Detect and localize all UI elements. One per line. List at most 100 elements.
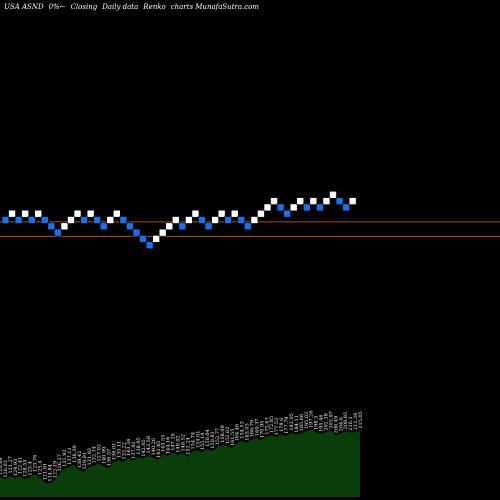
renko-brick bbox=[113, 209, 121, 218]
volume-label: 136.39 bbox=[72, 445, 78, 463]
volume-label: 122.19 bbox=[52, 461, 58, 479]
renko-brick bbox=[302, 203, 311, 212]
volume-label: 152.77 bbox=[215, 428, 221, 446]
volume-label: 128.55 bbox=[23, 459, 29, 477]
renko-brick bbox=[178, 222, 187, 231]
renko-brick bbox=[335, 197, 344, 205]
renko-brick bbox=[257, 209, 265, 218]
renko-brick bbox=[73, 209, 82, 218]
volume-label: 135.11 bbox=[116, 441, 122, 459]
renko-brick bbox=[250, 216, 259, 224]
renko-brick bbox=[60, 222, 69, 231]
renko-brick bbox=[1, 216, 10, 224]
renko-brick bbox=[191, 209, 200, 218]
volume-label: 136.01 bbox=[111, 443, 117, 461]
renko-brick bbox=[93, 216, 101, 224]
renko-brick bbox=[145, 241, 154, 249]
renko-brick bbox=[217, 209, 226, 218]
renko-brick bbox=[80, 216, 88, 224]
volume-label: 154.53 bbox=[240, 421, 246, 439]
renko-brick bbox=[54, 228, 62, 237]
renko-bricks bbox=[1, 191, 357, 249]
volume-label: 164.46 bbox=[235, 424, 241, 442]
volume-label: 138.42 bbox=[77, 451, 83, 469]
volume-label: 138.95 bbox=[136, 437, 142, 455]
volume-label: 150.04 bbox=[205, 429, 211, 447]
renko-brick bbox=[296, 197, 305, 205]
renko-brick bbox=[342, 203, 350, 212]
volume-label: 152.62 bbox=[225, 427, 231, 445]
renko-brick bbox=[67, 216, 75, 224]
renko-brick bbox=[40, 216, 49, 224]
volume-label: 172.85 bbox=[269, 416, 275, 434]
volume-label: 177.79 bbox=[284, 417, 290, 435]
volume-label: 210.1 bbox=[348, 416, 354, 430]
volume-label: 120.69 bbox=[0, 457, 4, 475]
symbol-label: USA ASND bbox=[4, 3, 44, 11]
renko-brick bbox=[204, 222, 213, 231]
volume-label: 206.49 bbox=[333, 416, 339, 434]
renko-brick bbox=[47, 222, 56, 231]
volume-label: 131.93 bbox=[87, 448, 93, 466]
volume-label: 143.34 bbox=[126, 439, 132, 457]
renko-brick bbox=[270, 197, 278, 205]
renko-brick bbox=[198, 216, 206, 224]
volume-label: 169.37 bbox=[254, 419, 260, 437]
volume-label: 184.11 bbox=[294, 415, 300, 433]
closing-label: Closing bbox=[70, 3, 98, 11]
volume-label: 205.97 bbox=[328, 411, 334, 429]
volume-label: 136.57 bbox=[106, 449, 112, 467]
volume-label: 143.58 bbox=[146, 436, 152, 454]
volume-label: 125.4 bbox=[37, 461, 43, 475]
volume-label: 132.14 bbox=[92, 446, 98, 464]
volume-label: 154.74 bbox=[190, 432, 196, 450]
volume-fill bbox=[0, 430, 360, 497]
volume-label: 124.93 bbox=[13, 459, 19, 477]
renko-brick bbox=[348, 197, 357, 205]
volume-label: 122.41 bbox=[18, 457, 24, 475]
volume-label: 137.11 bbox=[67, 447, 73, 465]
renko-brick bbox=[132, 228, 141, 237]
volume-label: 170.95 bbox=[259, 421, 265, 439]
renko-brick bbox=[309, 197, 318, 205]
volume-label: 195.46 bbox=[319, 415, 325, 433]
renko-brick bbox=[237, 216, 246, 224]
volume-label: 175.67 bbox=[264, 417, 270, 435]
volume-label: 142.05 bbox=[141, 439, 147, 457]
volume-label: 125.4 bbox=[28, 461, 34, 475]
renko-brick bbox=[322, 197, 331, 205]
renko-brick bbox=[211, 216, 219, 224]
volume-label: 126.02 bbox=[3, 460, 9, 478]
renko-brick bbox=[158, 228, 167, 237]
renko-brick bbox=[185, 216, 193, 224]
volume-label: 215.05 bbox=[358, 411, 364, 429]
renko-brick bbox=[329, 191, 337, 199]
volume-label: 137.92 bbox=[131, 441, 137, 459]
volume-label: 145.55 bbox=[161, 435, 167, 453]
volume-label: 126.27 bbox=[57, 454, 63, 472]
volume-label: 144.16 bbox=[166, 437, 172, 455]
volume-label: 198.3 bbox=[314, 416, 320, 430]
volume-area bbox=[0, 430, 360, 497]
renko-brick bbox=[86, 209, 95, 218]
volume-label: 140.26 bbox=[151, 438, 157, 456]
renko-brick bbox=[99, 222, 108, 231]
volume-label: 211.26 bbox=[353, 413, 359, 431]
volume-label: 114.84 bbox=[47, 464, 53, 482]
chart-header: USA ASND 0%← Closing Daily data Renko charts … bbox=[4, 3, 264, 11]
renko-brick bbox=[139, 235, 147, 243]
volume-label: 152.24 bbox=[185, 437, 191, 455]
renko-brick bbox=[34, 209, 43, 218]
renko-brick bbox=[224, 216, 232, 224]
renko-brick bbox=[27, 216, 36, 224]
renko-brick bbox=[172, 216, 180, 224]
source-label: charts MunafaSutra.com bbox=[170, 3, 260, 11]
renko-brick bbox=[8, 209, 16, 218]
renko-brick bbox=[263, 203, 272, 212]
renko-brick bbox=[152, 235, 160, 243]
volume-label: 204.6 bbox=[338, 417, 344, 431]
volume-label: 197.26 bbox=[309, 411, 315, 429]
volume-label: 131.92 bbox=[62, 449, 68, 467]
volume-label: 123.76 bbox=[33, 455, 39, 473]
